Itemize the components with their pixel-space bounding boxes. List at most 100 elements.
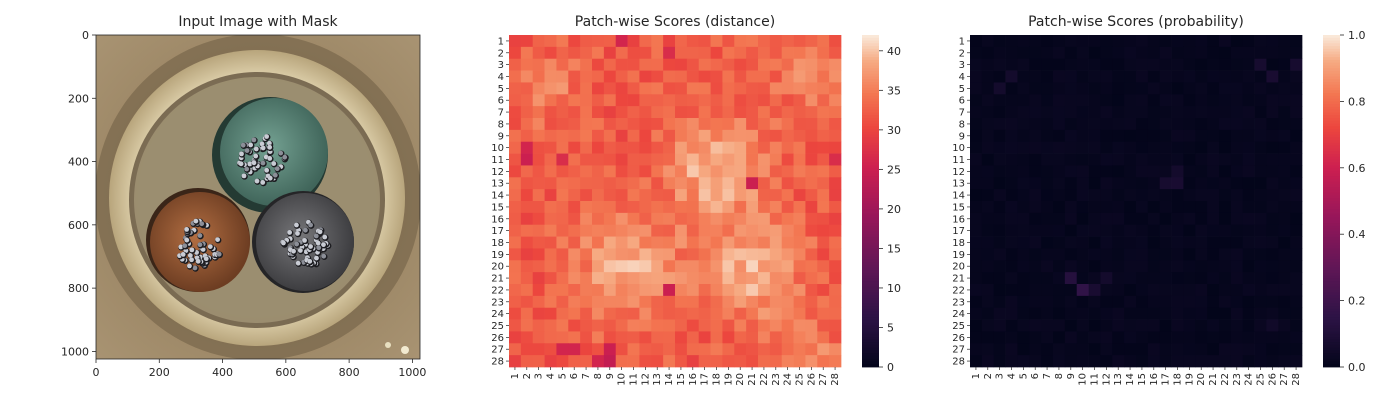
heatmap-cell xyxy=(639,141,652,154)
heatmap-cell xyxy=(1207,189,1220,202)
heatmap-cell xyxy=(1100,129,1113,143)
colorbar-segment xyxy=(862,118,879,122)
heatmap-cell xyxy=(1207,118,1220,131)
heatmap-cell xyxy=(544,189,557,202)
heatmap-cell xyxy=(686,177,700,190)
heatmap-cell xyxy=(1088,189,1101,202)
heatmap-cell xyxy=(580,224,593,237)
heatmap-cell xyxy=(627,177,640,190)
heatmap-cell xyxy=(568,307,581,320)
heatmap-cell xyxy=(1112,201,1125,214)
colorbar-segment xyxy=(1323,129,1340,133)
heatmap-cell xyxy=(981,94,995,107)
heatmap-cell xyxy=(1242,165,1255,178)
heatmap-cell xyxy=(544,118,557,131)
heatmap-cell xyxy=(1219,248,1232,261)
heatmap-cell xyxy=(1183,272,1196,285)
heatmap-cell xyxy=(580,248,593,261)
heatmap-x-tick-label: 10 xyxy=(617,373,628,386)
heatmap-cell xyxy=(993,224,1006,237)
heatmap-cell xyxy=(781,272,794,285)
heatmap-cell xyxy=(734,295,747,309)
heatmap-cell xyxy=(651,70,664,83)
heatmap-cell xyxy=(603,224,617,237)
colorbar-segment xyxy=(862,37,879,41)
colorbar-segment xyxy=(1323,311,1340,315)
heatmap-cell xyxy=(532,284,545,297)
heatmap-x-tick-label: 6 xyxy=(1030,373,1041,379)
colorbar-segment xyxy=(862,84,879,88)
heatmap-cell xyxy=(651,224,664,237)
heatmap-cell xyxy=(1195,106,1208,119)
heatmap-x-tick-label: 7 xyxy=(581,373,592,379)
heatmap-cell xyxy=(1017,201,1030,214)
colorbar-tick-label: 5 xyxy=(887,321,894,334)
heatmap-cell xyxy=(746,82,759,95)
heatmap-cell xyxy=(1207,260,1220,273)
heatmap-cell xyxy=(592,331,605,344)
heatmap-cell xyxy=(1219,319,1232,332)
colorbar-segment xyxy=(1323,314,1340,318)
panel3-title: Patch-wise Scores (probability) xyxy=(1028,14,1244,30)
heatmap-cell xyxy=(580,236,593,249)
colorbar-segment xyxy=(862,364,879,368)
heatmap-cell xyxy=(769,343,783,356)
heatmap-cell xyxy=(509,343,522,356)
heatmap-cell xyxy=(1112,212,1125,226)
colorbar-segment xyxy=(1323,51,1340,55)
heatmap-cell xyxy=(592,106,605,119)
heatmap-cell xyxy=(1278,295,1291,309)
colorbar-segment xyxy=(862,256,879,260)
colorbar-segment xyxy=(1323,364,1340,368)
heatmap-cell xyxy=(722,35,735,48)
heatmap-cell xyxy=(710,118,723,131)
heatmap-cell xyxy=(781,82,794,95)
colorbar-segment xyxy=(862,284,879,288)
heatmap-cell xyxy=(1088,177,1101,190)
heatmap-cell xyxy=(603,129,617,143)
heatmap-cell xyxy=(1159,201,1172,214)
heatmap-cell xyxy=(639,189,652,202)
colorbar-segment xyxy=(1323,46,1340,50)
heatmap-cell xyxy=(1266,272,1279,285)
heatmap-cell xyxy=(592,224,605,237)
colorbar-segment xyxy=(862,120,879,124)
heatmap-cell xyxy=(639,94,652,107)
heatmap-cell xyxy=(781,153,794,166)
heatmap-cell xyxy=(1254,343,1267,356)
colorbar-segment xyxy=(862,35,879,39)
heatmap-cell xyxy=(1029,153,1042,166)
heatmap-cell xyxy=(1183,177,1196,190)
colorbar-segment xyxy=(1323,239,1340,243)
heatmap-cell xyxy=(1266,284,1279,297)
heatmap-cell xyxy=(603,343,617,356)
heatmap-cell xyxy=(1017,224,1030,237)
heatmap-x-tick-label: 19 xyxy=(1184,373,1195,386)
heatmap-cell xyxy=(981,106,995,119)
heatmap-cell xyxy=(1029,319,1042,332)
heatmap-cell xyxy=(1254,165,1267,178)
heatmap-cell xyxy=(829,319,842,332)
heatmap-cell xyxy=(970,58,983,71)
heatmap-cell xyxy=(1242,260,1255,273)
colorbar-segment xyxy=(862,90,879,94)
heatmap-x-tick-label: 22 xyxy=(1220,373,1231,386)
heatmap-cell xyxy=(603,153,617,166)
heatmap-cell xyxy=(793,165,806,178)
heatmap-cell xyxy=(1088,70,1101,83)
colorbar-segment xyxy=(862,289,879,293)
heatmap-cell xyxy=(1266,248,1279,261)
heatmap-cell xyxy=(580,189,593,202)
heatmap-cell xyxy=(698,331,711,344)
colorbar-segment xyxy=(862,54,879,58)
heatmap-cell xyxy=(1159,129,1172,143)
heatmap-cell xyxy=(1088,319,1101,332)
colorbar-segment xyxy=(862,106,879,111)
heatmap-cell xyxy=(758,118,771,131)
heatmap-cell xyxy=(781,236,794,249)
heatmap-cell xyxy=(1183,355,1196,368)
heatmap-cell xyxy=(1041,35,1054,48)
heatmap-cell xyxy=(1017,260,1030,273)
heatmap-cell xyxy=(734,319,747,332)
colorbar-segment xyxy=(862,142,879,147)
